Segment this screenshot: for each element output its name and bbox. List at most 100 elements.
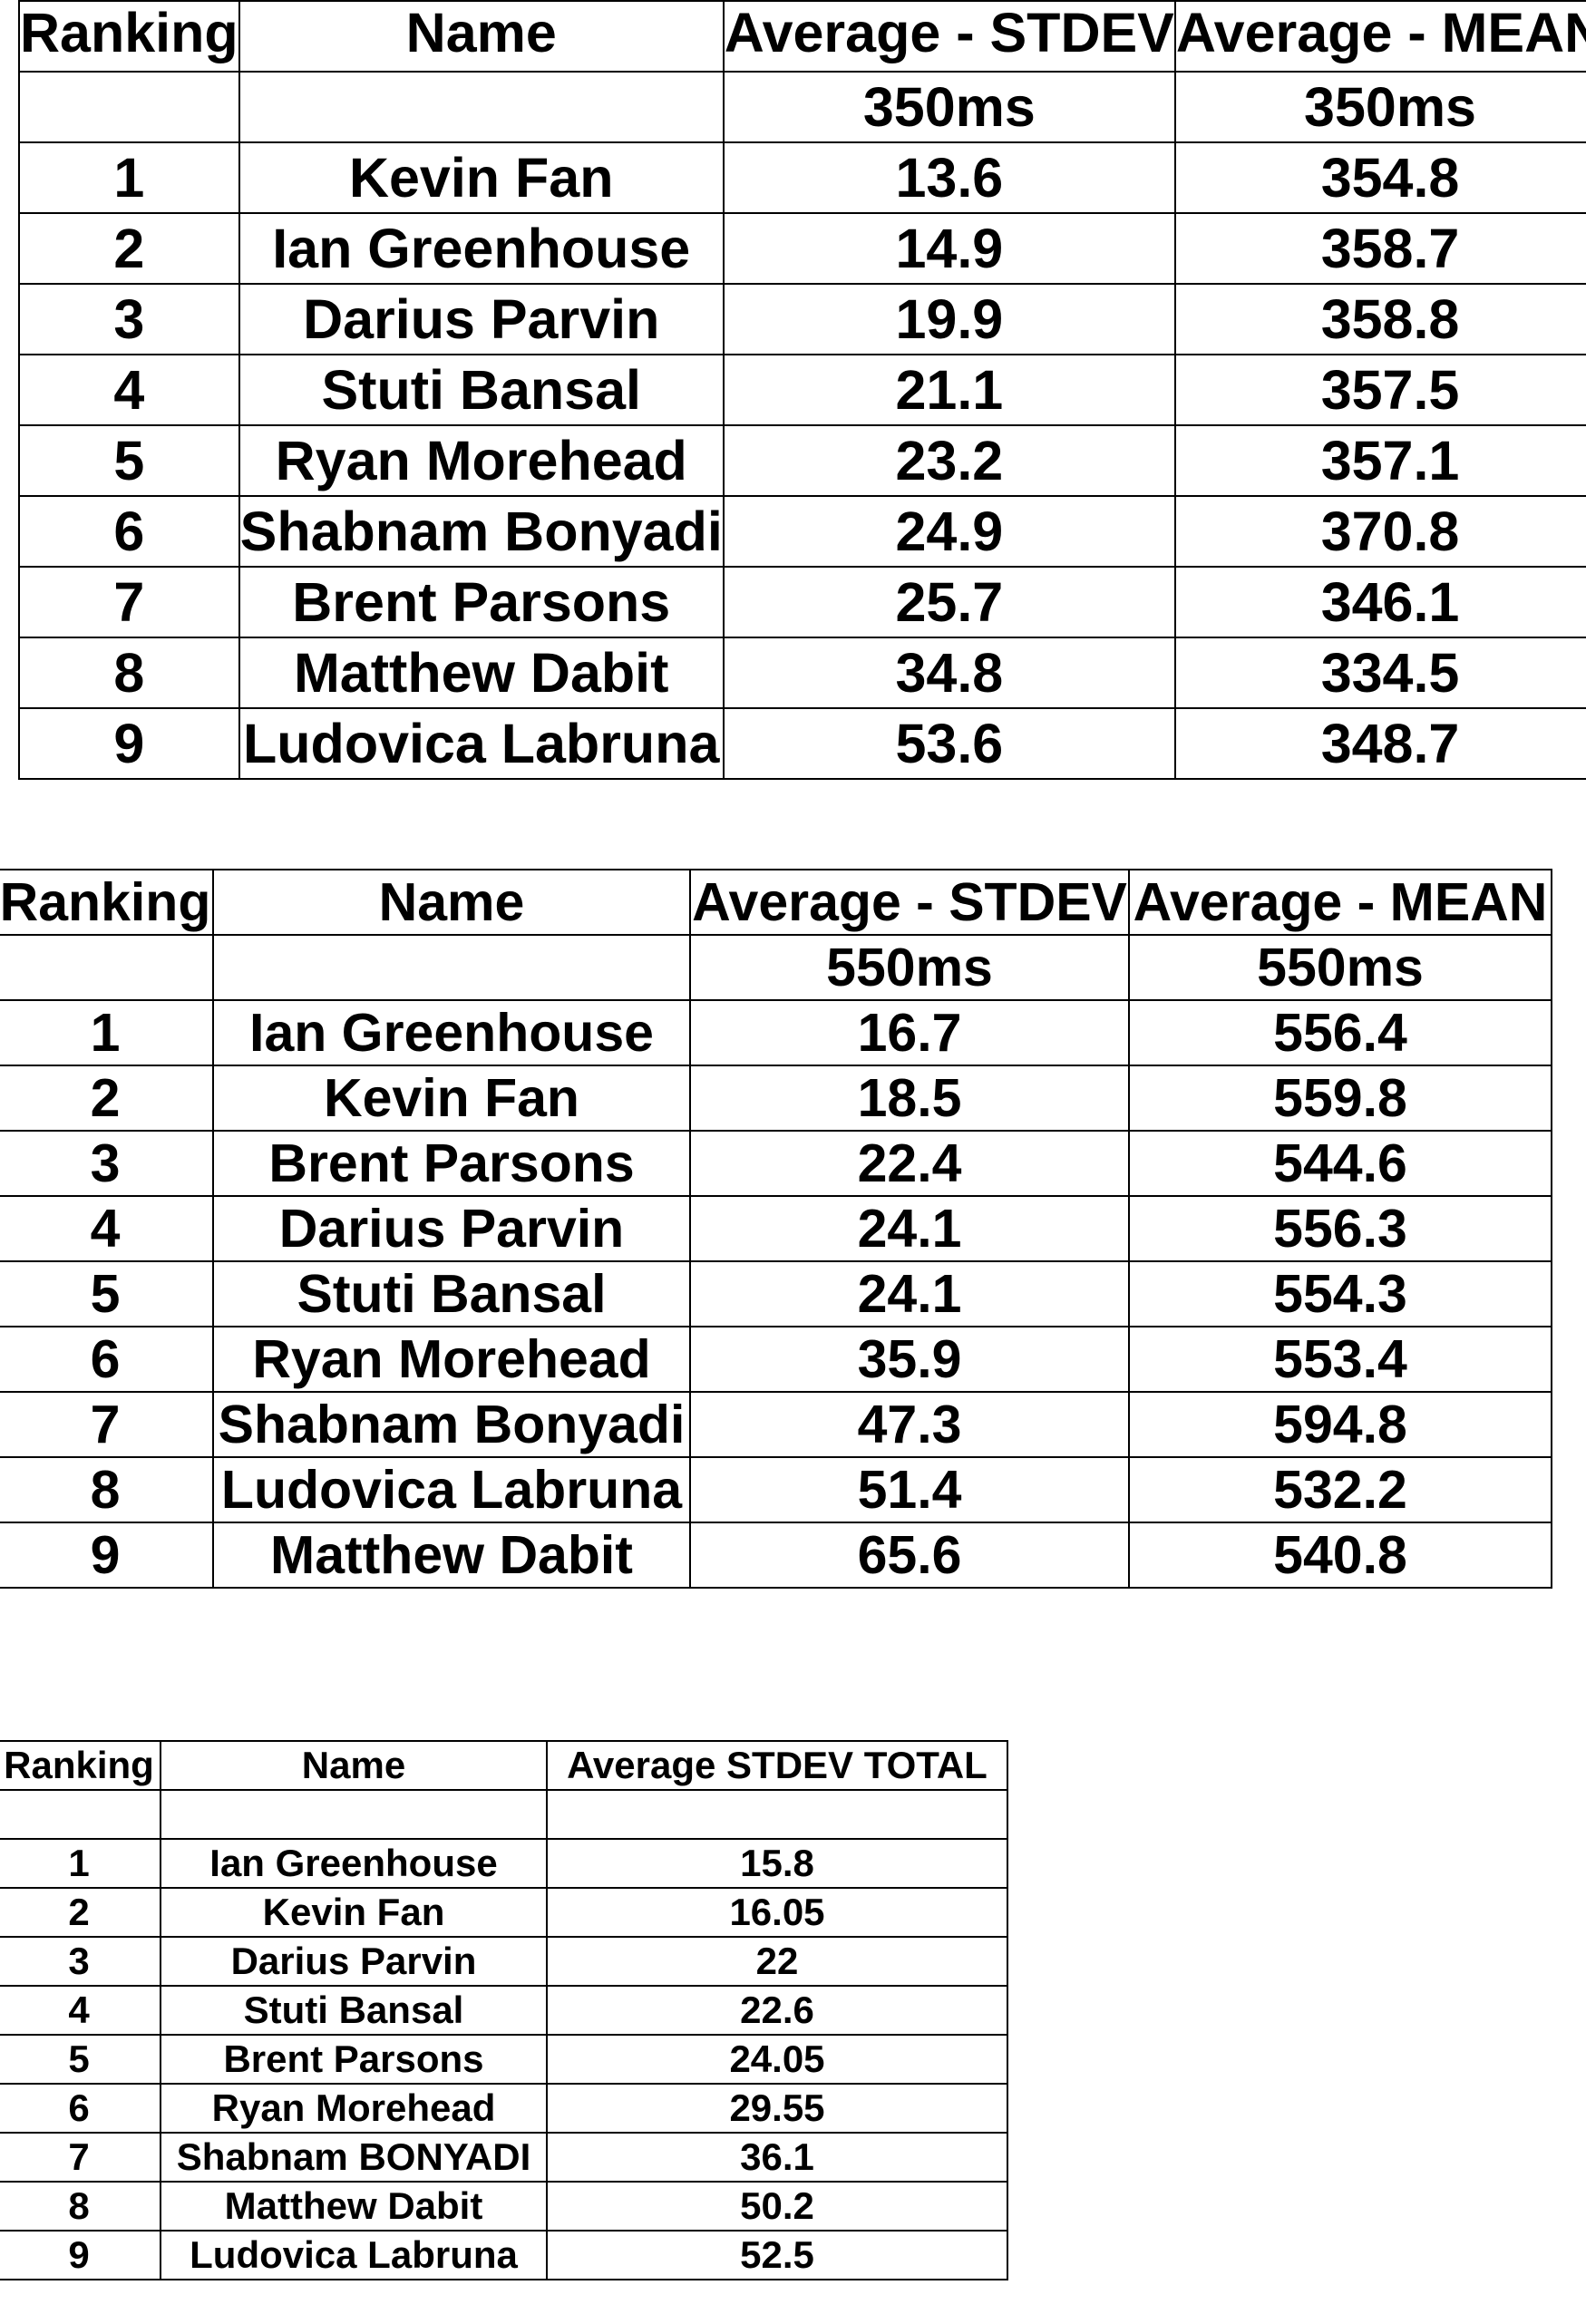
- rank-cell: 5: [18, 424, 240, 497]
- table-row: 9 Ludovica Labruna 53.6 348.7: [18, 707, 1586, 780]
- value-cell: 358.7: [1173, 212, 1586, 285]
- table-row: 2 Ian Greenhouse 14.9 358.7: [18, 212, 1586, 285]
- header-cell-stdev-total: Average STDEV TOTAL: [546, 1740, 1008, 1791]
- header-cell-name: Name: [238, 0, 725, 73]
- table-row: 9 Matthew Dabit 65.6 540.8: [0, 1522, 1552, 1589]
- header-cell-mean: Average - MEAN: [1173, 0, 1586, 73]
- rank-cell: 5: [0, 1260, 214, 1327]
- name-cell: Shabnam Bonyadi: [212, 1391, 691, 1458]
- ranking-table-550ms: Ranking Name Average - STDEV Average - M…: [0, 869, 1552, 1589]
- value-cell: 50.2: [546, 2181, 1008, 2232]
- name-cell: Brent Parsons: [160, 2034, 548, 2085]
- subheader-cell: 350ms: [722, 71, 1176, 143]
- table-row: 1 Kevin Fan 13.6 354.8: [18, 141, 1586, 214]
- value-cell: 556.4: [1128, 999, 1552, 1066]
- subheader-cell: 550ms: [1128, 934, 1552, 1001]
- rank-cell: 3: [18, 283, 240, 355]
- value-cell: 24.1: [689, 1195, 1130, 1262]
- value-cell: 34.8: [722, 637, 1176, 709]
- value-cell: 544.6: [1128, 1130, 1552, 1197]
- rank-cell: 5: [0, 2034, 161, 2085]
- rank-cell: 6: [0, 1326, 214, 1393]
- value-cell: 16.05: [546, 1887, 1008, 1938]
- value-cell: 14.9: [722, 212, 1176, 285]
- table-row: 8 Ludovica Labruna 51.4 532.2: [0, 1456, 1552, 1523]
- value-cell: 553.4: [1128, 1326, 1552, 1393]
- value-cell: 13.6: [722, 141, 1176, 214]
- rank-cell: 2: [18, 212, 240, 285]
- value-cell: 24.9: [722, 495, 1176, 568]
- rank-cell: 1: [0, 1838, 161, 1889]
- name-cell: Kevin Fan: [238, 141, 725, 214]
- table-row: 3 Darius Parvin 22: [0, 1936, 1008, 1987]
- value-cell: 357.1: [1173, 424, 1586, 497]
- table-row: 4 Darius Parvin 24.1 556.3: [0, 1195, 1552, 1262]
- header-cell-name: Name: [212, 869, 691, 936]
- value-cell: 24.1: [689, 1260, 1130, 1327]
- rank-cell: 6: [0, 2083, 161, 2134]
- header-cell-stdev: Average - STDEV: [689, 869, 1130, 936]
- table-row: 2 Kevin Fan 16.05: [0, 1887, 1008, 1938]
- rank-cell: 9: [0, 1522, 214, 1589]
- name-cell: Shabnam BONYADI: [160, 2132, 548, 2183]
- value-cell: 35.9: [689, 1326, 1130, 1393]
- value-cell: 22.6: [546, 1985, 1008, 2036]
- table-row: 6 Shabnam Bonyadi 24.9 370.8: [18, 495, 1586, 568]
- table-row: 9 Ludovica Labruna 52.5: [0, 2230, 1008, 2280]
- name-cell: Ludovica Labruna: [160, 2230, 548, 2280]
- header-cell-mean: Average - MEAN: [1128, 869, 1552, 936]
- value-cell: 23.2: [722, 424, 1176, 497]
- name-cell: Ryan Morehead: [212, 1326, 691, 1393]
- rank-cell: 8: [0, 2181, 161, 2232]
- name-cell: Brent Parsons: [212, 1130, 691, 1197]
- subheader-cell: 350ms: [1173, 71, 1586, 143]
- value-cell: 370.8: [1173, 495, 1586, 568]
- rank-cell: 1: [18, 141, 240, 214]
- value-cell: 29.55: [546, 2083, 1008, 2134]
- value-cell: 51.4: [689, 1456, 1130, 1523]
- value-cell: 53.6: [722, 707, 1176, 780]
- rank-cell: 7: [18, 566, 240, 638]
- table-row: 4 Stuti Bansal 22.6: [0, 1985, 1008, 2036]
- name-cell: Ryan Morehead: [238, 424, 725, 497]
- table-row: 2 Kevin Fan 18.5 559.8: [0, 1065, 1552, 1132]
- table-row: 7 Shabnam Bonyadi 47.3 594.8: [0, 1391, 1552, 1458]
- value-cell: 22.4: [689, 1130, 1130, 1197]
- table-row: 6 Ryan Morehead 29.55: [0, 2083, 1008, 2134]
- value-cell: 358.8: [1173, 283, 1586, 355]
- name-cell: Ludovica Labruna: [238, 707, 725, 780]
- value-cell: 47.3: [689, 1391, 1130, 1458]
- name-cell: Shabnam Bonyadi: [238, 495, 725, 568]
- value-cell: 334.5: [1173, 637, 1586, 709]
- header-row: Ranking Name Average STDEV TOTAL: [0, 1740, 1008, 1791]
- value-cell: 19.9: [722, 283, 1176, 355]
- name-cell: Matthew Dabit: [212, 1522, 691, 1589]
- subheader-cell: [212, 934, 691, 1001]
- ranking-table-total: Ranking Name Average STDEV TOTAL 1 Ian Gr…: [0, 1740, 1008, 2280]
- rank-cell: 8: [0, 1456, 214, 1523]
- table-row: 8 Matthew Dabit 34.8 334.5: [18, 637, 1586, 709]
- header-cell-ranking: Ranking: [0, 1740, 161, 1791]
- rank-cell: 2: [0, 1065, 214, 1132]
- table-row: 3 Brent Parsons 22.4 544.6: [0, 1130, 1552, 1197]
- subheader-cell: [160, 1789, 548, 1840]
- rank-cell: 4: [0, 1985, 161, 2036]
- ranking-table-350ms: Ranking Name Average - STDEV Average - M…: [18, 0, 1586, 780]
- table-row: 8 Matthew Dabit 50.2: [0, 2181, 1008, 2232]
- header-cell-ranking: Ranking: [18, 0, 240, 73]
- rank-cell: 7: [0, 1391, 214, 1458]
- table-row: 4 Stuti Bansal 21.1 357.5: [18, 354, 1586, 426]
- table-row: 6 Ryan Morehead 35.9 553.4: [0, 1326, 1552, 1393]
- value-cell: 21.1: [722, 354, 1176, 426]
- name-cell: Matthew Dabit: [160, 2181, 548, 2232]
- value-cell: 25.7: [722, 566, 1176, 638]
- value-cell: 348.7: [1173, 707, 1586, 780]
- name-cell: Kevin Fan: [160, 1887, 548, 1938]
- value-cell: 554.3: [1128, 1260, 1552, 1327]
- name-cell: Ian Greenhouse: [238, 212, 725, 285]
- subheader-row: [0, 1789, 1008, 1840]
- name-cell: Darius Parvin: [212, 1195, 691, 1262]
- header-row: Ranking Name Average - STDEV Average - M…: [18, 0, 1586, 73]
- name-cell: Darius Parvin: [238, 283, 725, 355]
- subheader-cell: 550ms: [689, 934, 1130, 1001]
